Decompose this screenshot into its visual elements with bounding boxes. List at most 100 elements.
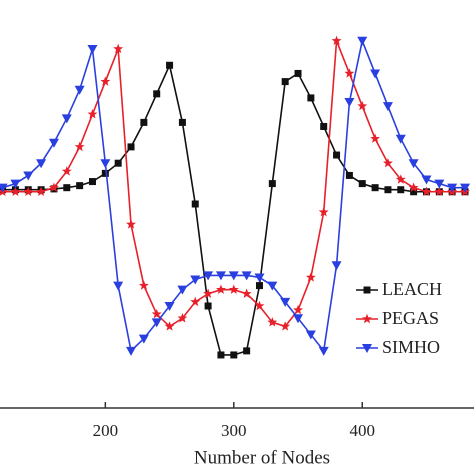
data-point [177,313,188,323]
data-point [151,318,162,328]
x-tick-label: 300 [221,421,247,440]
data-point [370,69,381,79]
data-point [164,302,175,311]
data-point [61,166,72,176]
data-point [434,186,445,196]
data-point [216,284,226,294]
data-point [127,143,135,151]
data-point [138,280,149,290]
data-point [61,114,72,124]
data-point [384,186,392,194]
data-point [243,347,251,355]
data-point [331,261,342,271]
data-point [190,296,201,307]
data-point [254,273,265,283]
data-point [76,182,84,190]
data-point [113,281,124,291]
data-point [0,183,8,193]
data-point [397,186,405,194]
data-point [344,98,355,107]
data-point [331,35,342,46]
data-point [305,272,316,282]
data-point [371,184,379,192]
legend-label: LEACH [382,279,442,299]
data-point [460,183,471,193]
data-point [267,281,278,291]
data-point [408,159,419,169]
data-point [395,134,406,144]
data-point [215,271,226,281]
legend-marker [363,286,371,294]
legend-marker [362,344,372,353]
data-point [113,43,124,54]
data-point [217,351,225,359]
data-point [36,159,47,169]
data-point [395,174,406,184]
data-point [88,178,96,186]
data-point [228,284,239,294]
data-point [140,118,148,126]
data-point [421,175,432,185]
data-point [138,334,149,344]
data-point [447,183,458,193]
data-point [318,206,329,217]
data-point [255,282,263,290]
data-point [203,288,214,298]
data-point [357,100,368,111]
data-point [126,346,137,356]
data-point [241,288,252,298]
data-point [305,330,316,340]
data-point [166,61,174,69]
data-point [230,351,238,359]
data-point [267,317,278,327]
data-point [100,76,111,86]
legend-label: SIMHO [382,337,440,357]
data-point [318,346,329,356]
data-point [382,158,393,168]
data-point [164,321,175,331]
data-point [382,102,393,112]
data-point [204,302,212,310]
data-point [333,151,341,159]
data-point [153,90,161,98]
data-point [23,171,34,181]
data-point [151,308,162,319]
data-point [280,321,291,331]
data-point [357,36,368,46]
data-point [178,118,186,126]
data-point [254,300,265,311]
data-point [370,133,381,143]
data-point [307,94,315,102]
data-point [410,188,418,196]
data-point [10,179,21,189]
data-point [293,314,304,324]
data-point [23,186,34,196]
data-point [320,122,328,130]
legend-marker [362,313,372,324]
data-point [63,184,71,192]
x-tick-label: 200 [93,421,119,440]
data-point [36,186,47,196]
data-point [177,285,188,295]
data-point [294,69,302,77]
legend-label: PEGAS [382,308,439,328]
data-point [421,186,432,196]
data-point [48,138,59,148]
data-point [190,275,201,285]
x-tick-label: 400 [349,421,375,440]
data-point [10,186,21,196]
data-point [191,200,199,208]
data-point [345,171,353,179]
data-point [114,159,122,167]
series-line [2,38,466,353]
data-point [434,179,445,189]
data-point [100,159,111,169]
data-point [293,304,303,315]
data-point [74,85,85,95]
data-point [74,141,85,152]
data-point [358,180,366,188]
data-point [408,182,419,192]
data-point [87,109,98,119]
data-point [228,271,239,281]
